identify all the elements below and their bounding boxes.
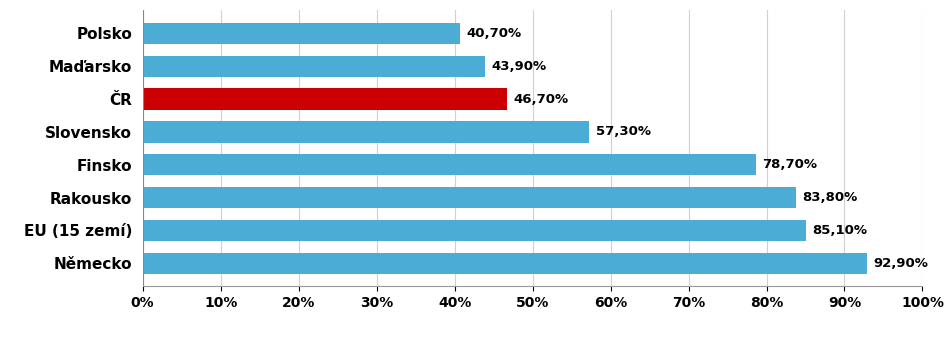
Bar	[143, 56, 485, 77]
Text: 57,30%: 57,30%	[595, 125, 650, 139]
Bar	[143, 154, 756, 175]
Text: 83,80%: 83,80%	[803, 191, 858, 204]
Text: 43,90%: 43,90%	[492, 60, 547, 73]
Text: 92,90%: 92,90%	[873, 257, 928, 270]
Text: 78,70%: 78,70%	[763, 158, 818, 171]
Bar	[143, 252, 867, 274]
Bar	[143, 187, 796, 208]
Bar	[143, 23, 460, 44]
Text: 85,10%: 85,10%	[812, 224, 867, 237]
Bar	[143, 220, 806, 241]
Text: 46,70%: 46,70%	[514, 93, 568, 105]
Bar	[143, 121, 590, 143]
Bar	[143, 88, 507, 110]
Text: 40,70%: 40,70%	[466, 27, 521, 40]
